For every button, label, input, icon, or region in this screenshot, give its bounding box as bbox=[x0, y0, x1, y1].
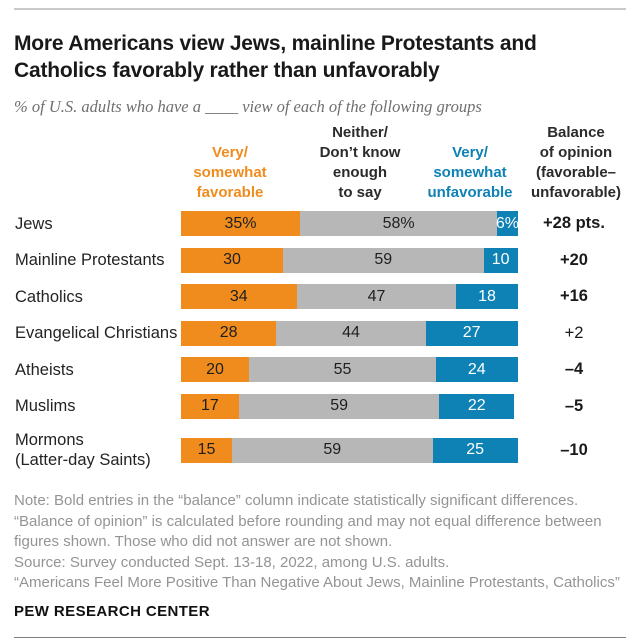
row-sublabel: (Latter-day Saints) bbox=[15, 451, 151, 469]
unfavorable-column-header: Very/ somewhat unfavorable bbox=[427, 144, 513, 201]
pew-research-center-wordmark: PEW RESEARCH CENTER bbox=[14, 602, 210, 620]
unfavorable-segment: 27 bbox=[425, 320, 518, 346]
page-title: More Americans view Jews, mainline Prote… bbox=[14, 32, 537, 82]
neither-column-header: Neither/ Don’t know enough to say bbox=[319, 124, 401, 201]
favorable-segment: 30 bbox=[181, 247, 283, 273]
stacked-bar: 35% 58% 6% bbox=[181, 211, 519, 236]
row-label: Muslims bbox=[15, 397, 76, 415]
neither-segment: 55 bbox=[249, 357, 436, 382]
segment-value: 25 bbox=[466, 441, 484, 458]
favorable-column-header: Very/ somewhat favorable bbox=[193, 144, 267, 201]
neither-segment: 47 bbox=[296, 284, 457, 309]
report-title-line: “Americans Feel More Positive Than Negat… bbox=[14, 574, 620, 591]
segment-value: 59 bbox=[323, 441, 342, 458]
segment-value: 10 bbox=[491, 251, 510, 268]
segment-value: 47 bbox=[367, 287, 386, 305]
favorable-segment: 34 bbox=[181, 284, 297, 309]
bar-column-headers: Very/ somewhat favorable Neither/ Don’t … bbox=[181, 119, 518, 203]
note-line: “Balance of opinion” is calculated befor… bbox=[14, 512, 602, 530]
stacked-bar: 17 59 22 bbox=[181, 393, 518, 419]
segment-value: 34 bbox=[229, 287, 248, 305]
stacked-bar: 15 59 25 bbox=[181, 437, 518, 463]
favorable-segment: 28 bbox=[181, 320, 277, 346]
segment-value: 59 bbox=[374, 251, 393, 268]
row-label: Mainline Protestants bbox=[15, 251, 165, 269]
balance-value: –10 bbox=[560, 440, 588, 459]
segment-value: 30 bbox=[223, 251, 241, 268]
row-label: Jews bbox=[15, 214, 53, 233]
top-divider bbox=[14, 8, 626, 10]
table-row-catholics: Catholics 34 47 18 +16 bbox=[14, 284, 626, 309]
row-label: Catholics bbox=[15, 287, 83, 306]
row-label: Evangelical Christians bbox=[15, 324, 178, 342]
row-label: Atheists bbox=[15, 360, 74, 379]
table-row-mainline-protestants: Mainline Protestants 30 59 10 +20 bbox=[14, 247, 626, 273]
row-label: Mormons (Latter-day Saints) bbox=[14, 430, 181, 470]
unfavorable-segment: 6% bbox=[495, 211, 519, 236]
table-row-evangelical-christians: Evangelical Christians 28 44 27 +2 bbox=[14, 320, 626, 346]
chart-subtitle: % of U.S. adults who have a ____ view of… bbox=[14, 97, 482, 116]
balance-value: +28 pts. bbox=[543, 214, 605, 232]
balance-column-header: Balance of opinion (favorable– unfavorab… bbox=[530, 124, 621, 201]
favorability-chart: Jews 35% 58% 6% +28 pts. Mainline Protes… bbox=[14, 211, 626, 469]
segment-value: 35% bbox=[224, 214, 257, 232]
segment-value: 18 bbox=[478, 287, 496, 305]
bottom-divider bbox=[14, 636, 626, 638]
segment-value: 24 bbox=[467, 360, 486, 378]
segment-value: 58% bbox=[382, 214, 415, 232]
table-row-atheists: Atheists 20 55 24 –4 bbox=[14, 357, 626, 382]
source-line: Source: Survey conducted Sept. 13-18, 20… bbox=[14, 553, 450, 571]
balance-value: –5 bbox=[564, 396, 584, 415]
segment-value: 55 bbox=[333, 360, 352, 378]
segment-value: 20 bbox=[206, 360, 224, 378]
unfavorable-segment: 22 bbox=[439, 393, 515, 419]
balance-value: +16 bbox=[560, 287, 588, 305]
unfavorable-segment: 10 bbox=[483, 247, 518, 273]
note-line: figures shown. Those who did not answer … bbox=[14, 533, 393, 550]
note-line: Note: Bold entries in the “balance” colu… bbox=[14, 492, 579, 509]
favorable-segment: 35% bbox=[181, 211, 300, 236]
table-row-jews: Jews 35% 58% 6% +28 pts. bbox=[14, 211, 626, 236]
balance-value: +2 bbox=[564, 323, 584, 342]
balance-value: +20 bbox=[560, 250, 588, 269]
favorable-segment: 15 bbox=[181, 437, 232, 463]
table-row-mormons: Mormons (Latter-day Saints) 15 59 25 –10 bbox=[14, 430, 626, 469]
unfavorable-segment: 25 bbox=[432, 437, 518, 463]
pew-chart-card: More Americans view Jews, mainline Prote… bbox=[0, 8, 640, 638]
segment-value: 17 bbox=[201, 397, 219, 414]
neither-segment: 44 bbox=[276, 320, 426, 346]
segment-value: 6% bbox=[495, 214, 519, 232]
segment-value: 27 bbox=[462, 324, 481, 341]
footnotes: Note: Bold entries in the “balance” colu… bbox=[14, 491, 626, 594]
unfavorable-segment: 24 bbox=[436, 357, 518, 382]
balance-value: –4 bbox=[564, 360, 584, 378]
segment-value: 59 bbox=[330, 397, 348, 414]
neither-segment: 58% bbox=[300, 211, 498, 236]
stacked-bar: 20 55 24 bbox=[181, 357, 518, 382]
neither-segment: 59 bbox=[238, 393, 440, 419]
segment-value: 28 bbox=[219, 324, 238, 341]
table-row-muslims: Muslims 17 59 22 –5 bbox=[14, 393, 626, 419]
favorable-segment: 17 bbox=[181, 393, 239, 419]
stacked-bar: 28 44 27 bbox=[181, 320, 518, 346]
favorable-segment: 20 bbox=[181, 357, 249, 382]
stacked-bar: 30 59 10 bbox=[181, 247, 518, 273]
segment-value: 15 bbox=[197, 441, 216, 458]
stacked-bar: 34 47 18 bbox=[181, 284, 518, 309]
unfavorable-segment: 18 bbox=[456, 284, 518, 309]
segment-value: 22 bbox=[467, 397, 486, 414]
column-headers: Very/ somewhat favorable Neither/ Don’t … bbox=[14, 119, 626, 203]
neither-segment: 59 bbox=[232, 437, 433, 463]
neither-segment: 59 bbox=[283, 247, 484, 273]
segment-value: 44 bbox=[342, 324, 360, 341]
